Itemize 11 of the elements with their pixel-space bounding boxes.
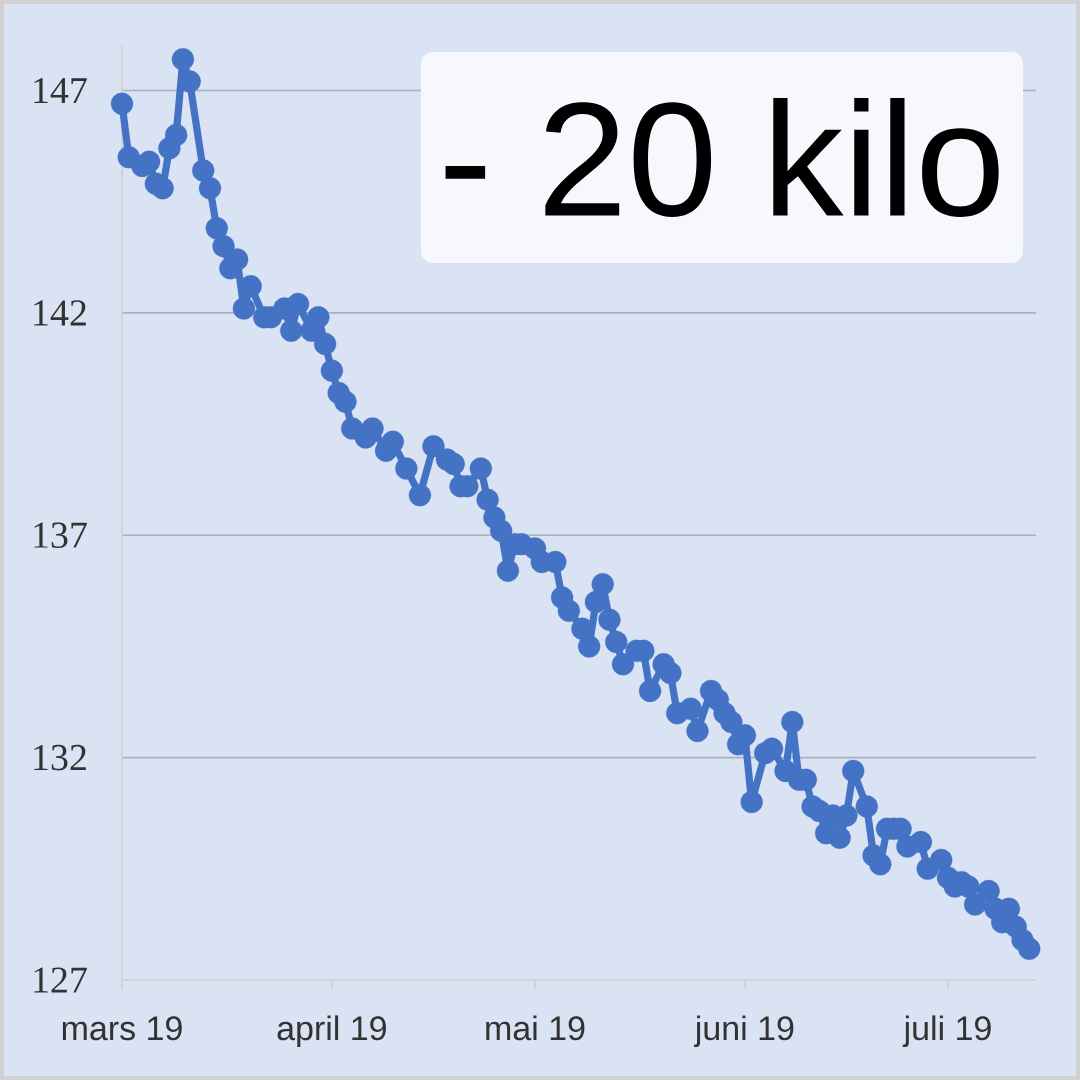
y-tick-label: 137 [34, 522, 87, 548]
x-tick-label: juni 19 [693, 1015, 794, 1048]
x-tick-label: juli 19 [902, 1015, 991, 1048]
annotation: - 20 kilo [445, 97, 999, 217]
x-tick-label: mars 19 [62, 1016, 182, 1041]
y-tick-label: 127 [34, 967, 87, 993]
y-tick-label: 147 [34, 77, 87, 104]
y-tick-label: 142 [34, 300, 86, 326]
y-tick-label: 132 [34, 744, 86, 771]
x-tick-label: april 19 [277, 1015, 386, 1048]
x-tick-label: mai 19 [486, 1015, 585, 1041]
